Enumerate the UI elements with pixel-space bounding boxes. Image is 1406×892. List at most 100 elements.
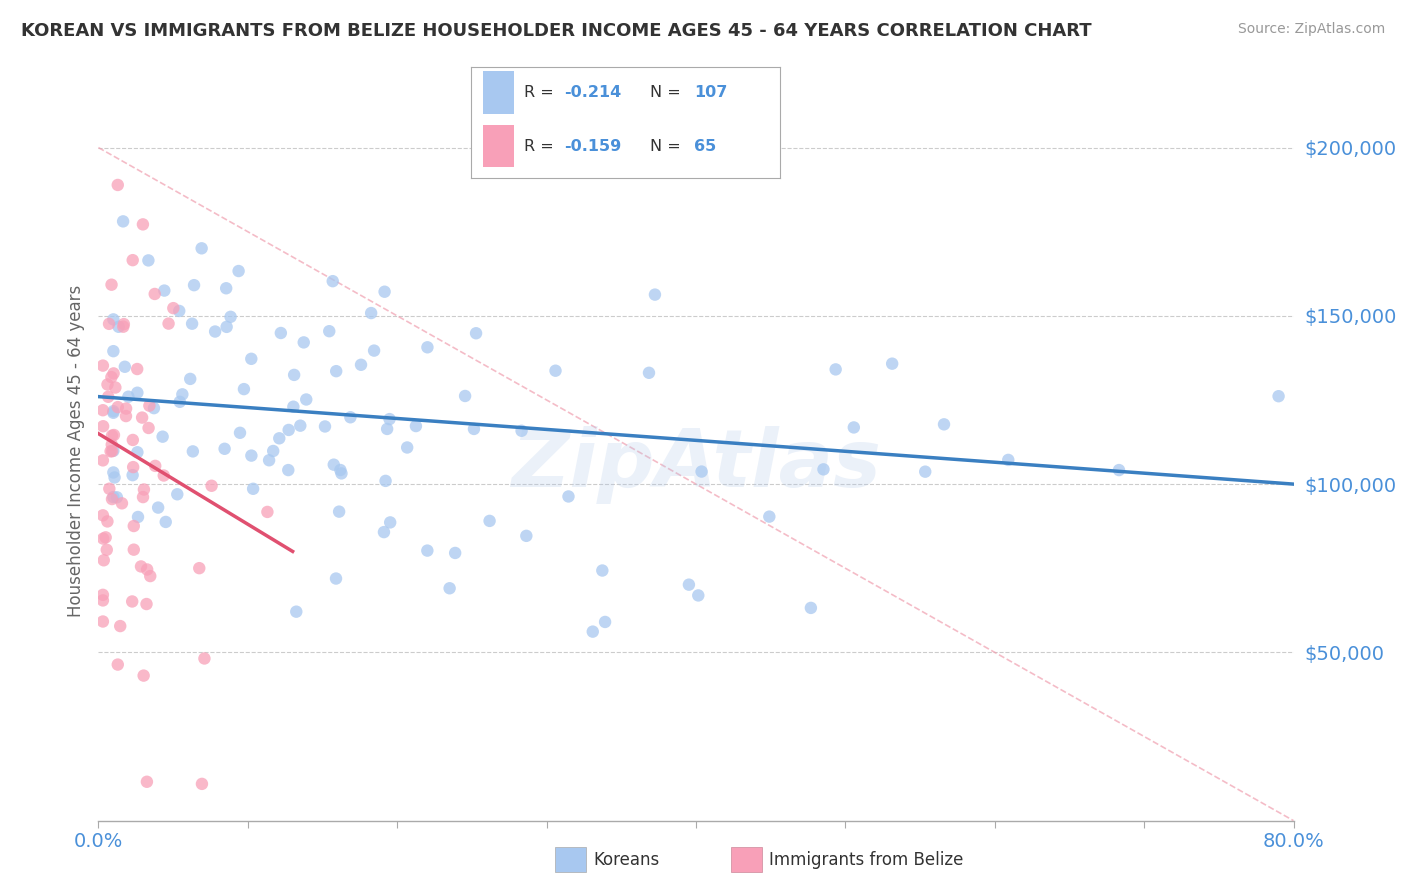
Text: -0.159: -0.159 [564, 138, 621, 153]
Point [842, 420, 865, 434]
Point [101, 491, 124, 506]
Point [132, 668, 155, 682]
Point [155, 515, 177, 529]
Point [143, 287, 166, 301]
Point [813, 462, 835, 476]
Point [132, 218, 155, 232]
Point [478, 514, 501, 528]
Text: -0.214: -0.214 [564, 85, 621, 100]
Point [283, 400, 305, 414]
Point [103, 367, 125, 381]
Point [107, 319, 129, 334]
Point [166, 487, 188, 501]
Point [242, 482, 264, 496]
Point [91, 453, 114, 467]
Point [115, 409, 138, 423]
Point [103, 312, 125, 326]
Point [190, 241, 212, 255]
Point [91, 403, 114, 417]
Y-axis label: Householder Income Ages 45 - 64 years: Householder Income Ages 45 - 64 years [66, 285, 84, 616]
Point [444, 546, 467, 560]
Point [330, 467, 353, 481]
Point [152, 430, 174, 444]
Point [229, 425, 252, 440]
Point [136, 562, 159, 576]
Point [214, 442, 236, 456]
Point [215, 319, 238, 334]
Point [465, 326, 488, 341]
Point [142, 401, 165, 416]
Point [122, 519, 145, 533]
Point [374, 285, 396, 299]
Point [100, 437, 122, 451]
Bar [484, 125, 515, 168]
Point [153, 284, 176, 298]
Point [127, 385, 149, 400]
Point [103, 344, 125, 359]
Point [416, 543, 439, 558]
Point [97, 390, 120, 404]
Point [143, 458, 166, 473]
Point [380, 516, 402, 530]
Point [91, 588, 114, 602]
Point [135, 597, 157, 611]
Point [325, 364, 347, 378]
Point [101, 444, 124, 458]
Point [285, 605, 308, 619]
Point [375, 422, 398, 436]
Point [91, 419, 114, 434]
Point [117, 390, 139, 404]
Point [329, 463, 352, 477]
Point [292, 335, 315, 350]
Point [256, 505, 278, 519]
Point [91, 359, 114, 373]
Point [373, 525, 395, 540]
Text: Koreans: Koreans [593, 851, 659, 869]
Point [91, 508, 114, 523]
Point [882, 357, 904, 371]
Bar [484, 71, 515, 114]
Point [328, 505, 350, 519]
Point [121, 594, 143, 608]
Point [110, 619, 132, 633]
Point [544, 364, 567, 378]
Point [107, 178, 129, 192]
Point [122, 460, 145, 475]
Point [269, 431, 291, 445]
Point [103, 406, 125, 420]
Point [1267, 389, 1289, 403]
Point [200, 479, 222, 493]
Point [690, 465, 713, 479]
Point [463, 422, 485, 436]
Point [318, 324, 340, 338]
Point [103, 490, 125, 504]
Point [146, 500, 169, 515]
Text: 65: 65 [693, 138, 716, 153]
Point [932, 417, 955, 432]
Point [93, 553, 115, 567]
Point [112, 214, 135, 228]
Point [232, 382, 254, 396]
Point [138, 399, 160, 413]
Text: 107: 107 [693, 85, 727, 100]
Point [91, 615, 114, 629]
Point [157, 317, 180, 331]
Point [181, 444, 204, 458]
Point [121, 253, 143, 268]
Point [374, 474, 396, 488]
Point [129, 559, 152, 574]
Point [416, 340, 439, 354]
Point [638, 366, 661, 380]
Text: KOREAN VS IMMIGRANTS FROM BELIZE HOUSEHOLDER INCOME AGES 45 - 64 YEARS CORRELATI: KOREAN VS IMMIGRANTS FROM BELIZE HOUSEHO… [21, 22, 1091, 40]
Text: ZipAtlas: ZipAtlas [510, 426, 882, 504]
Point [152, 468, 174, 483]
Point [283, 368, 305, 382]
Point [314, 419, 336, 434]
Point [350, 358, 373, 372]
Point [228, 264, 250, 278]
Point [591, 564, 613, 578]
Point [219, 310, 242, 324]
Point [169, 394, 191, 409]
Point [104, 380, 127, 394]
Point [91, 593, 114, 607]
